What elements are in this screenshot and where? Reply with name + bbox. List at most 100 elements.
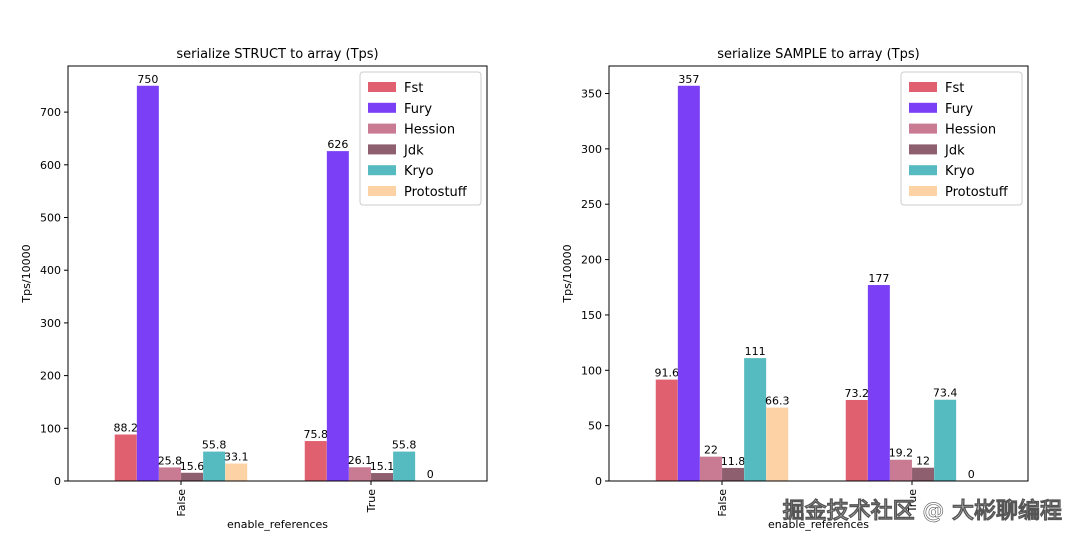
legend-swatch-hession (909, 123, 937, 134)
x-tick-label: False (175, 489, 188, 517)
data-label: 357 (678, 73, 699, 86)
legend-label-fst: Fst (945, 81, 964, 96)
legend-swatch-protostuff (909, 186, 937, 196)
y-tick-label: 600 (40, 159, 61, 172)
bar-jdk-false (722, 467, 745, 481)
plot-frame (608, 65, 1029, 482)
legend-label-hession: Hession (404, 123, 455, 138)
data-label: 12 (916, 455, 930, 468)
data-label: 66.3 (765, 395, 790, 408)
data-label: 88.2 (114, 422, 139, 435)
data-label: 73.4 (933, 387, 958, 400)
data-label: 26.1 (348, 454, 373, 467)
y-tick-label: 100 (581, 364, 602, 377)
data-label: 55.8 (202, 439, 227, 452)
bar-hession-false (158, 467, 181, 481)
legend-label-kryo: Kryo (404, 164, 434, 179)
bar-kryo-true (393, 451, 416, 481)
chart-title: serialize STRUCT to array (Tps) (176, 47, 378, 62)
data-label: 19.2 (889, 447, 914, 460)
bar-kryo-false (744, 358, 767, 481)
bar-hession-true (348, 467, 371, 481)
bar-fst-true (304, 441, 327, 481)
x-axis-label: enable_references (768, 518, 869, 531)
data-label: 73.2 (845, 387, 870, 400)
bar-kryo-true (934, 399, 957, 481)
bar-protostuff-false (225, 463, 248, 481)
bar-fst-false (114, 434, 137, 481)
legend-swatch-fury (368, 102, 396, 113)
legend-swatch-hession (368, 123, 396, 134)
y-tick-label: 200 (581, 254, 602, 267)
bar-kryo-false (203, 451, 226, 481)
bar-hession-false (699, 456, 722, 481)
data-label: 177 (868, 272, 889, 285)
y-tick-label: 0 (54, 475, 61, 488)
x-tick-label: True (906, 489, 919, 514)
x-tick-label: True (365, 489, 378, 514)
bar-jdk-true (371, 473, 394, 481)
legend: Fst Fury Hession Jdk Kryo Protostuff (900, 71, 1023, 206)
data-label: 75.8 (304, 428, 329, 441)
data-label: 91.6 (655, 367, 680, 380)
y-tick-label: 250 (581, 198, 602, 211)
chart-title: serialize SAMPLE to array (Tps) (717, 47, 919, 62)
bar-fury-true (326, 151, 349, 481)
legend-swatch-fst (909, 82, 937, 92)
data-label: 0 (968, 468, 975, 481)
legend-label-hession: Hession (945, 123, 996, 138)
y-tick-label: 0 (595, 475, 602, 488)
data-label: 0 (427, 468, 434, 481)
bar-hession-true (889, 459, 912, 481)
bar-fury-false (136, 85, 159, 481)
legend-label-kryo: Kryo (945, 164, 975, 179)
legend-swatch-protostuff (368, 186, 396, 196)
legend-label-fury: Fury (945, 102, 973, 117)
legend-label-protostuff: Protostuff (404, 185, 468, 200)
y-tick-label: 400 (40, 264, 61, 277)
data-label: 11.8 (721, 455, 746, 468)
legend-label-jdk: Jdk (403, 143, 424, 158)
legend-swatch-jdk (368, 144, 396, 155)
plot-frame (67, 65, 488, 482)
y-tick-label: 100 (40, 422, 61, 435)
data-label: 750 (137, 73, 158, 86)
watermark-text: 掘金技术社区 @ 大彬聊编程 (783, 498, 1062, 524)
y-tick-label: 50 (588, 420, 602, 433)
bar-jdk-true (912, 467, 935, 481)
bar-fury-true (867, 285, 890, 481)
legend-swatch-fury (909, 102, 937, 113)
y-tick-label: 350 (581, 88, 602, 101)
legend-label-fst: Fst (404, 81, 423, 96)
y-axis-label: Tps/10000 (20, 244, 33, 303)
x-tick-label: False (716, 489, 729, 517)
data-label: 15.1 (370, 460, 395, 473)
legend-swatch-fst (368, 82, 396, 92)
legend-label-protostuff: Protostuff (945, 185, 1009, 200)
legend-swatch-jdk (909, 144, 937, 155)
data-label: 111 (745, 345, 766, 358)
data-label: 55.8 (392, 439, 417, 452)
y-tick-label: 500 (40, 212, 61, 225)
bar-protostuff-false (766, 407, 789, 481)
x-axis-label: enable_references (227, 518, 328, 531)
legend-swatch-kryo (909, 165, 937, 176)
legend: Fst Fury Hession Jdk Kryo Protostuff (359, 71, 482, 206)
data-label: 22 (704, 444, 718, 457)
chart-panel-2: serialize SAMPLE to array (Tps) 0 50 100 150… (561, 47, 1029, 531)
bar-fst-false (655, 379, 678, 481)
legend-label-fury: Fury (404, 102, 432, 117)
y-tick-label: 300 (40, 317, 61, 330)
bar-fst-true (845, 399, 868, 481)
y-tick-label: 700 (40, 106, 61, 119)
y-tick-label: 200 (40, 370, 61, 383)
chart-panel-1: serialize STRUCT to array (Tps) 0 100 200 30… (20, 47, 488, 531)
legend-swatch-kryo (368, 165, 396, 176)
legend-label-jdk: Jdk (944, 143, 965, 158)
data-label: 15.6 (180, 460, 205, 473)
bar-fury-false (677, 85, 700, 481)
data-label: 25.8 (158, 454, 183, 467)
data-label: 626 (327, 138, 348, 151)
bar-jdk-false (181, 472, 204, 481)
